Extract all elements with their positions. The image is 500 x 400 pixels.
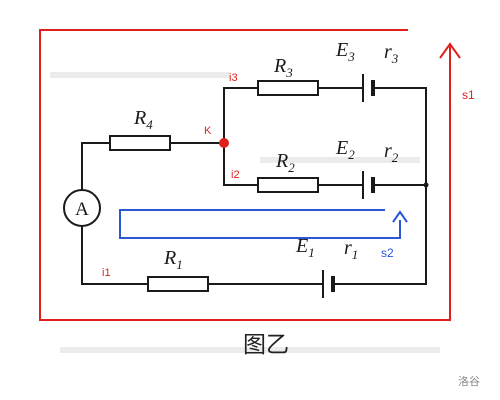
scan-residue — [50, 72, 440, 353]
loop-s1-path — [39, 29, 451, 321]
loop-s2-arrow-icon — [392, 210, 408, 223]
label-e1: E1 — [295, 235, 315, 260]
label-e2: E2 — [335, 137, 355, 162]
label-r3: R3 — [273, 55, 293, 80]
wires — [81, 87, 427, 285]
loop-s2-path — [119, 209, 401, 239]
label-r3-internal: r3 — [384, 41, 399, 66]
figure-caption: 图乙 — [243, 332, 289, 358]
loop-s1-label: s1 — [462, 88, 475, 102]
label-r1-internal: r1 — [344, 237, 358, 262]
current-i1-label: i1 — [102, 267, 111, 279]
battery-e2-icon — [362, 171, 375, 199]
loop-s2-label: s2 — [381, 246, 394, 260]
label-e3: E3 — [335, 39, 355, 64]
loop-s1-arrow-icon — [439, 42, 461, 59]
node-k-label: K — [204, 125, 212, 137]
resistor-r1 — [147, 276, 209, 292]
right-junction-dot-icon — [423, 182, 429, 188]
label-r1: R1 — [163, 247, 183, 272]
ammeter-icon — [63, 189, 101, 227]
label-r4: R4 — [133, 107, 153, 132]
current-i2-label: i2 — [231, 169, 240, 181]
resistor-r4 — [109, 135, 171, 151]
current-i3-label: i3 — [229, 72, 238, 84]
resistor-r3 — [257, 80, 319, 96]
battery-e3-icon — [362, 74, 375, 102]
junction-dot-icon — [219, 138, 229, 148]
watermark: 洛谷 — [458, 374, 480, 388]
label-r2-internal: r2 — [384, 140, 399, 165]
label-r2: R2 — [275, 150, 295, 175]
resistor-r2 — [257, 177, 319, 193]
ammeter-label: A — [75, 199, 89, 220]
battery-e1-icon — [322, 270, 335, 298]
